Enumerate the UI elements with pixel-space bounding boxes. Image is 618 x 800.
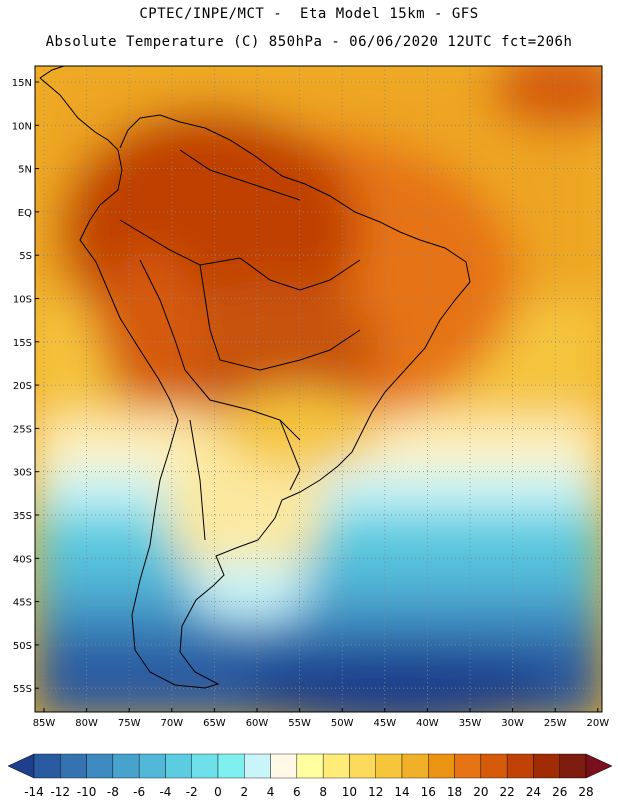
colorbar-swatch	[506, 753, 534, 779]
colorbar-swatch	[480, 753, 508, 779]
lon-label: 65W	[203, 718, 226, 729]
colorbar-swatch	[349, 753, 376, 779]
latitude-labels: 15N 10N 5N EQ 5S 10S 15S 20S 25S 30S 35S 40S 45S 50S 5…	[12, 78, 39, 695]
colorbar-swatch	[33, 753, 61, 779]
colorbar-swatch	[112, 753, 140, 779]
colorbar-tick-label: 22	[500, 785, 515, 799]
lon-label: 60W	[246, 718, 269, 729]
map-title-line1: CPTEC/INPE/MCT - Eta Model 15km - GFS	[139, 6, 479, 22]
lat-label: 30S	[13, 468, 32, 479]
lon-label: 40W	[416, 718, 439, 729]
lat-label: 5S	[19, 251, 32, 262]
coastline-outline	[39, 66, 471, 689]
lon-label: 30W	[501, 718, 524, 729]
colorbar-tick-label: -8	[107, 785, 119, 799]
lon-label: 80W	[75, 718, 98, 729]
temperature-colorbar	[7, 753, 613, 779]
lat-label: 15N	[12, 78, 32, 89]
lon-label: 25W	[544, 718, 567, 729]
colorbar-tick-label: 16	[421, 785, 436, 799]
colorbar-swatch	[191, 753, 219, 779]
colorbar-min-arrow	[7, 753, 35, 779]
colorbar-max-arrow	[585, 753, 613, 779]
lat-label: 20S	[13, 381, 32, 392]
colorbar-swatch	[60, 753, 87, 779]
lat-label: 10S	[13, 295, 32, 306]
colorbar-swatch	[165, 753, 192, 779]
colorbar-swatch	[454, 753, 482, 779]
colorbar-tick-label: 6	[293, 785, 301, 799]
lon-label: 55W	[288, 718, 311, 729]
lat-label: EQ	[18, 208, 32, 219]
colorbar-tick-label: 24	[526, 785, 541, 799]
colorbar-tick-label: 4	[267, 785, 275, 799]
lon-label: 75W	[118, 718, 141, 729]
lon-label: 70W	[160, 718, 183, 729]
colorbar-tick-label: -14	[24, 785, 44, 799]
lon-label: 20W	[586, 718, 609, 729]
colorbar-swatch	[401, 753, 429, 779]
lon-label: 45W	[373, 718, 396, 729]
colorbar-tick-label: 0	[214, 785, 222, 799]
colorbar-tick-label: 20	[473, 785, 488, 799]
colorbar-swatch	[559, 753, 587, 779]
lon-label: 50W	[331, 718, 354, 729]
longitude-labels: 85W 80W 75W 70W 65W 60W 55W 50W 45W 40W 35W 30W 25W 2…	[33, 708, 609, 729]
colorbar-tick-label: 2	[240, 785, 248, 799]
lon-label: 85W	[33, 718, 56, 729]
colorbar-swatch	[244, 753, 271, 779]
lon-label: 35W	[459, 718, 482, 729]
colorbar-tick-label: -4	[159, 785, 171, 799]
colorbar-swatch	[217, 753, 245, 779]
lat-label: 15S	[13, 338, 32, 349]
colorbar-tick-label: 12	[368, 785, 383, 799]
colorbar-tick-labels: -14 -12 -10 -8 -6 -4 -2 0 2 4 6 8 10 12 14 16 18 20 22 24 26…	[24, 785, 593, 799]
colorbar-tick-label: 10	[342, 785, 357, 799]
colorbar-tick-label: 18	[447, 785, 462, 799]
colorbar-tick-label: 26	[552, 785, 567, 799]
lat-label: 25S	[13, 424, 32, 435]
map-graticule	[35, 66, 602, 712]
colorbar-swatch	[138, 753, 166, 779]
colorbar-tick-label: -10	[77, 785, 97, 799]
colorbar-swatch	[86, 753, 114, 779]
lat-label: 45S	[13, 598, 32, 609]
colorbar-tick-label: 8	[319, 785, 327, 799]
colorbar-tick-label: 14	[394, 785, 409, 799]
colorbar-swatch	[533, 753, 560, 779]
colorbar-swatch	[322, 753, 350, 779]
temperature-field	[35, 66, 602, 712]
map-frame-border	[34, 65, 603, 713]
lat-label: 35S	[13, 511, 32, 522]
colorbar-swatch	[428, 753, 455, 779]
colorbar-swatch	[375, 753, 403, 779]
lat-label: 55S	[13, 684, 32, 695]
lat-label: 10N	[12, 121, 32, 132]
colorbar-tick-label: -6	[133, 785, 145, 799]
colorbar-swatch	[270, 753, 298, 779]
lat-label: 5N	[18, 165, 32, 176]
colorbar-tick-label: -12	[50, 785, 70, 799]
lat-label: 50S	[13, 641, 32, 652]
colorbar-swatch	[296, 753, 324, 779]
map-title-line2: Absolute Temperature (C) 850hPa - 06/06/…	[45, 34, 573, 50]
colorbar-tick-label: 28	[578, 785, 593, 799]
lat-label: 40S	[13, 554, 32, 565]
colorbar-tick-label: -2	[186, 785, 198, 799]
